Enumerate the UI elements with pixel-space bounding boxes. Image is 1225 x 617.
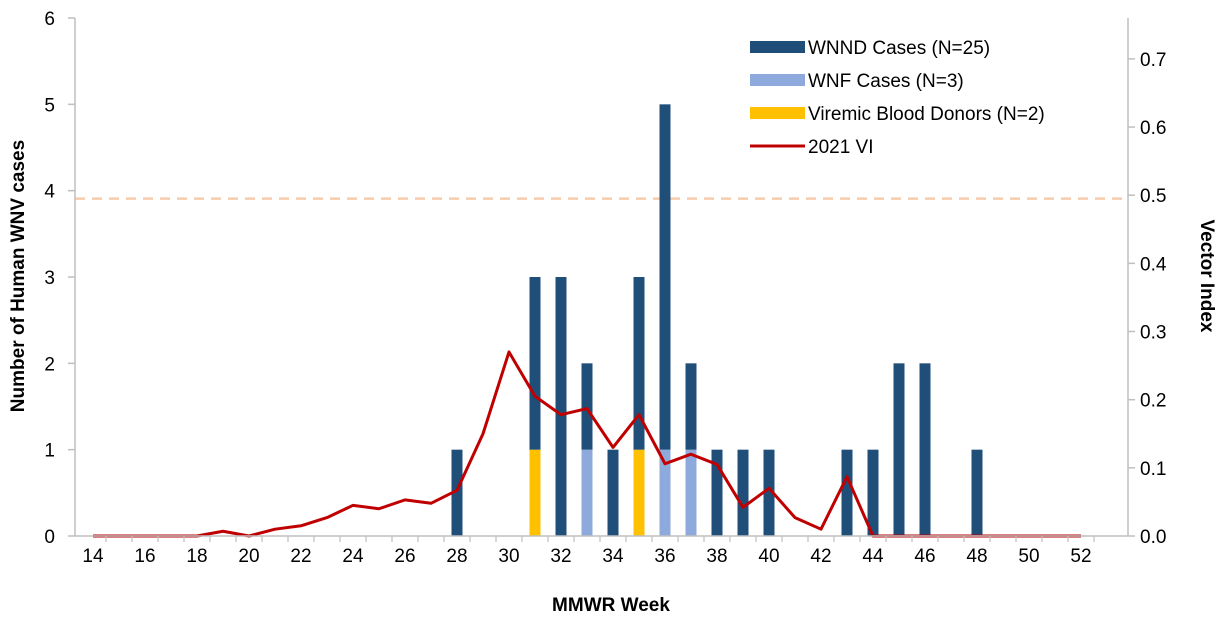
legend-swatch (750, 107, 805, 119)
bar-wnnd-week-45 (893, 363, 905, 536)
y-tick-label: 5 (44, 95, 55, 116)
x-tick-label: 20 (238, 546, 259, 567)
x-axis-title: MMWR Week (552, 595, 670, 616)
x-tick-label: 26 (394, 546, 415, 567)
bar-viremic-week-35 (633, 449, 645, 536)
bar-wnnd-week-43 (841, 449, 853, 536)
bar-wnnd-week-33 (581, 363, 593, 450)
bars-layer (451, 104, 983, 536)
x-tick-label: 52 (1070, 546, 1091, 567)
legend-label: Viremic Blood Donors (N=2) (808, 104, 1045, 125)
x-tick-label: 14 (82, 546, 104, 567)
bar-wnnd-week-32 (555, 277, 567, 536)
y-tick-label: 0 (44, 527, 55, 548)
y-axis-title: Number of Human WNV cases (8, 140, 29, 412)
x-tick-label: 16 (134, 546, 155, 567)
bar-wnnd-week-48 (971, 449, 983, 536)
y-tick-label: 2 (44, 354, 55, 375)
y-tick-label: 3 (44, 268, 55, 289)
x-tick-label: 48 (966, 546, 987, 567)
y2-axis-title: Vector Index (1196, 220, 1217, 333)
bar-wnnd-week-36 (659, 104, 671, 450)
legend-swatch (750, 41, 805, 53)
y-tick-label: 6 (44, 9, 55, 30)
bar-wnf-week-37 (685, 449, 697, 536)
x-tick-label: 42 (810, 546, 831, 567)
bar-wnnd-week-44 (867, 449, 879, 536)
x-tick-label: 50 (1018, 546, 1039, 567)
x-tick-label: 28 (446, 546, 467, 567)
legend-label: 2021 VI (808, 137, 874, 158)
y-tick-label: 1 (44, 441, 55, 462)
y2-tick-label: 0.2 (1140, 391, 1166, 412)
legend: WNND Cases (N=25) WNF Cases (N=3) Viremic … (750, 38, 1045, 158)
y2-tick-label: 0.0 (1140, 527, 1166, 548)
x-tick-label: 32 (550, 546, 571, 567)
y2-tick-label: 0.6 (1140, 118, 1166, 139)
bar-viremic-week-31 (529, 449, 541, 536)
bar-wnnd-week-35 (633, 277, 645, 450)
x-tick-label: 40 (758, 546, 779, 567)
x-tick-label: 34 (602, 546, 624, 567)
x-tick-label: 22 (290, 546, 311, 567)
y2-tick-label: 0.3 (1140, 323, 1166, 344)
x-tick-label: 36 (654, 546, 675, 567)
x-tick-label: 24 (342, 546, 364, 567)
bar-wnnd-week-34 (607, 449, 619, 536)
bar-wnnd-week-46 (919, 363, 931, 536)
bar-wnnd-week-31 (529, 277, 541, 450)
bar-wnnd-week-37 (685, 363, 697, 450)
x-tick-label: 38 (706, 546, 727, 567)
y2-tick-label: 0.4 (1140, 254, 1167, 275)
x-tick-label: 44 (862, 546, 884, 567)
x-tick-label: 30 (498, 546, 519, 567)
bar-wnnd-week-40 (763, 449, 775, 536)
x-tick-label: 46 (914, 546, 935, 567)
bar-wnf-week-33 (581, 449, 593, 536)
y2-tick-label: 0.7 (1140, 50, 1166, 71)
y2-tick-label: 0.5 (1140, 186, 1166, 207)
axes-layer (74, 18, 1129, 537)
legend-label: WNF Cases (N=3) (808, 71, 964, 92)
legend-label: WNND Cases (N=25) (808, 38, 990, 59)
bar-wnf-week-36 (659, 449, 671, 536)
legend-swatch (750, 74, 805, 86)
bar-wnnd-week-39 (737, 449, 749, 536)
bar-wnnd-week-28 (451, 449, 463, 536)
bar-wnnd-week-38 (711, 449, 723, 536)
x-tick-label: 18 (186, 546, 207, 567)
y-tick-label: 4 (44, 182, 55, 203)
y2-tick-label: 0.1 (1140, 459, 1166, 480)
